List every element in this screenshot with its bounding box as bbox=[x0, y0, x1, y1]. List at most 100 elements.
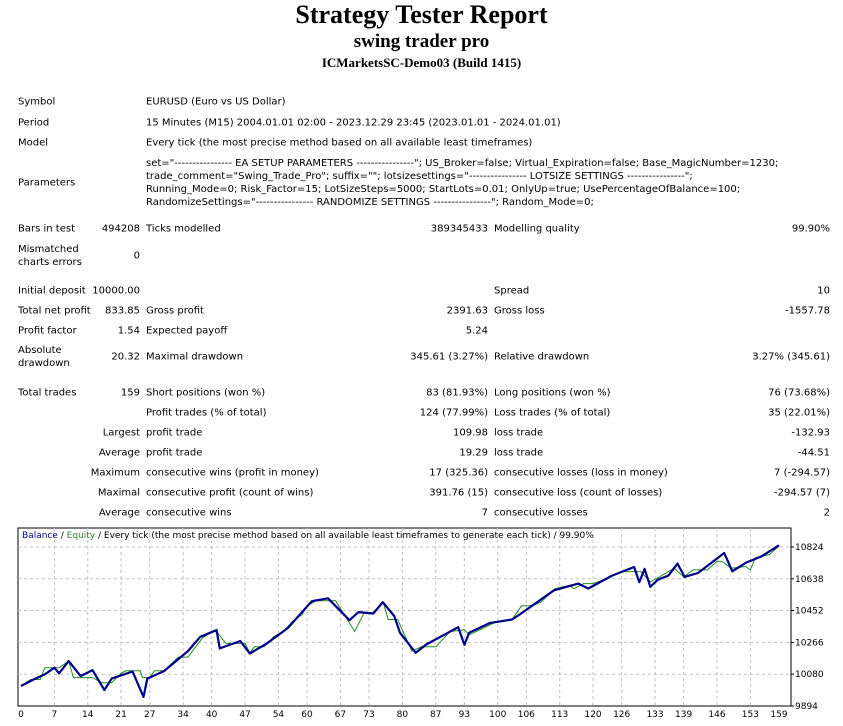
row-label3: consecutive loss (count of losses) bbox=[494, 487, 663, 499]
x-tick-label: 139 bbox=[675, 710, 692, 720]
row-label: Total net profit bbox=[18, 305, 91, 317]
row-value: 833.85 bbox=[105, 305, 140, 317]
row-label2: Ticks modelled bbox=[146, 223, 221, 235]
row-label: Initial deposit bbox=[18, 285, 86, 297]
row-value: Maximum bbox=[90, 467, 140, 479]
row-value3: 76 (73.68%) bbox=[768, 387, 830, 399]
row-value3: -132.93 bbox=[791, 427, 830, 439]
legend-sep: / bbox=[58, 531, 67, 541]
row-value3: 7 (-294.57) bbox=[774, 467, 830, 479]
row-value2: 345.61 (3.27%) bbox=[410, 351, 488, 363]
x-tick-label: 87 bbox=[430, 710, 441, 720]
x-tick-label: 113 bbox=[551, 710, 568, 720]
legend-balance: Balance bbox=[22, 531, 58, 541]
x-tick-label: 153 bbox=[742, 710, 759, 720]
x-tick-label: 47 bbox=[239, 710, 250, 720]
row-label3: Loss trades (% of total) bbox=[494, 407, 611, 419]
row-label2: consecutive profit (count of wins) bbox=[146, 487, 314, 499]
expert-name: swing trader pro bbox=[353, 31, 490, 52]
row-value3: -294.57 (7) bbox=[774, 487, 830, 499]
x-tick-label: 80 bbox=[397, 710, 409, 720]
row-value3: 10 bbox=[817, 285, 830, 297]
y-tick-label: 10266 bbox=[795, 638, 824, 648]
row-label: Parameters bbox=[18, 177, 76, 189]
x-tick-label: 21 bbox=[115, 710, 126, 720]
x-tick-label: 0 bbox=[18, 710, 24, 720]
row-label: Period bbox=[18, 117, 50, 129]
row-value3: -1557.78 bbox=[785, 305, 830, 317]
x-tick-label: 126 bbox=[613, 710, 630, 720]
x-tick-label: 14 bbox=[82, 710, 94, 720]
x-tick-label: 93 bbox=[459, 710, 470, 720]
row-value3: 99.90% bbox=[791, 223, 830, 235]
x-tick-label: 73 bbox=[363, 710, 374, 720]
row-value3: 2 bbox=[823, 507, 830, 519]
row-value: 0 bbox=[133, 250, 140, 262]
x-tick-label: 106 bbox=[518, 710, 535, 720]
row-label: Symbol bbox=[18, 96, 56, 108]
row-value2: 109.98 bbox=[453, 427, 488, 439]
x-tick-label: 54 bbox=[273, 710, 285, 720]
row-value: 159 bbox=[120, 387, 140, 399]
row-label: Bars in test bbox=[18, 223, 75, 235]
row-value: Maximal bbox=[97, 487, 140, 499]
row-value: 20.32 bbox=[111, 351, 140, 363]
row-label3: loss trade bbox=[494, 447, 544, 459]
row-value2: 83 (81.93%) bbox=[426, 387, 488, 399]
row-label3: consecutive losses bbox=[494, 507, 588, 519]
y-tick-label: 10638 bbox=[795, 575, 824, 585]
row-value2: 2391.63 bbox=[446, 305, 488, 317]
chart-legend: Balance / Equity / Every tick (the most … bbox=[22, 531, 594, 541]
row-label2: consecutive wins bbox=[146, 507, 232, 519]
row-label2: EURUSD (Euro vs US Dollar) bbox=[146, 96, 286, 108]
x-tick-label: 40 bbox=[206, 710, 218, 720]
row-label2: consecutive wins (profit in money) bbox=[146, 467, 319, 479]
balance-line bbox=[20, 544, 780, 698]
row-value: 1.54 bbox=[117, 325, 140, 337]
row-value3: 35 (22.01%) bbox=[768, 407, 830, 419]
row-label: Total trades bbox=[18, 387, 77, 399]
row-label2: Every tick (the most precise method base… bbox=[146, 137, 533, 149]
x-tick-label: 34 bbox=[177, 710, 189, 720]
row-label3: Gross loss bbox=[494, 305, 545, 317]
y-tick-label: 10824 bbox=[795, 543, 824, 553]
row-value: Average bbox=[98, 507, 140, 519]
x-tick-label: 100 bbox=[489, 710, 506, 720]
row-value2: 124 (77.99%) bbox=[419, 407, 488, 419]
legend-description: / Every tick (the most precise method ba… bbox=[95, 531, 594, 541]
row-label: Mismatched charts errors bbox=[18, 244, 82, 268]
row-value3: -44.51 bbox=[797, 447, 830, 459]
x-tick-label: 120 bbox=[584, 710, 601, 720]
row-label: Model bbox=[18, 137, 49, 149]
row-label2: Short positions (won %) bbox=[146, 387, 266, 399]
x-tick-label: 27 bbox=[144, 710, 155, 720]
row-label3: Long positions (won %) bbox=[494, 387, 611, 399]
y-tick-label: 9894 bbox=[795, 702, 818, 712]
row-value2: 391.76 (15) bbox=[429, 487, 488, 499]
y-tick-label: 10452 bbox=[795, 607, 824, 617]
row-value: 10000.00 bbox=[92, 285, 140, 297]
x-tick-label: 67 bbox=[335, 710, 346, 720]
row-label2: Expected payoff bbox=[146, 325, 228, 337]
row-label: Absolute drawdown bbox=[18, 345, 70, 369]
row-label: Profit factor bbox=[18, 325, 77, 337]
row-label3: Spread bbox=[494, 285, 530, 297]
plot-frame bbox=[17, 527, 792, 707]
x-tick-label: 133 bbox=[646, 710, 663, 720]
row-value3: 3.27% (345.61) bbox=[752, 351, 830, 363]
row-value2: 17 (325.36) bbox=[429, 467, 488, 479]
legend-equity: Equity bbox=[67, 531, 96, 541]
x-tick-label: 60 bbox=[301, 710, 313, 720]
row-value2: 19.29 bbox=[459, 447, 488, 459]
row-label2: 15 Minutes (M15) 2004.01.01 02:00 - 2023… bbox=[146, 117, 561, 129]
x-tick-label: 7 bbox=[52, 710, 58, 720]
row-label2: set="---------------- EA SETUP PARAMETER… bbox=[146, 158, 779, 208]
x-tick-label: 159 bbox=[770, 710, 787, 720]
x-tick-label: 146 bbox=[708, 710, 725, 720]
report-title: Strategy Tester Report bbox=[295, 0, 548, 29]
row-label3: Modelling quality bbox=[494, 223, 580, 235]
row-label2: Maximal drawdown bbox=[146, 351, 244, 363]
row-value2: 389345433 bbox=[430, 223, 488, 235]
row-label2: profit trade bbox=[146, 427, 203, 439]
row-label2: Gross profit bbox=[146, 305, 204, 317]
